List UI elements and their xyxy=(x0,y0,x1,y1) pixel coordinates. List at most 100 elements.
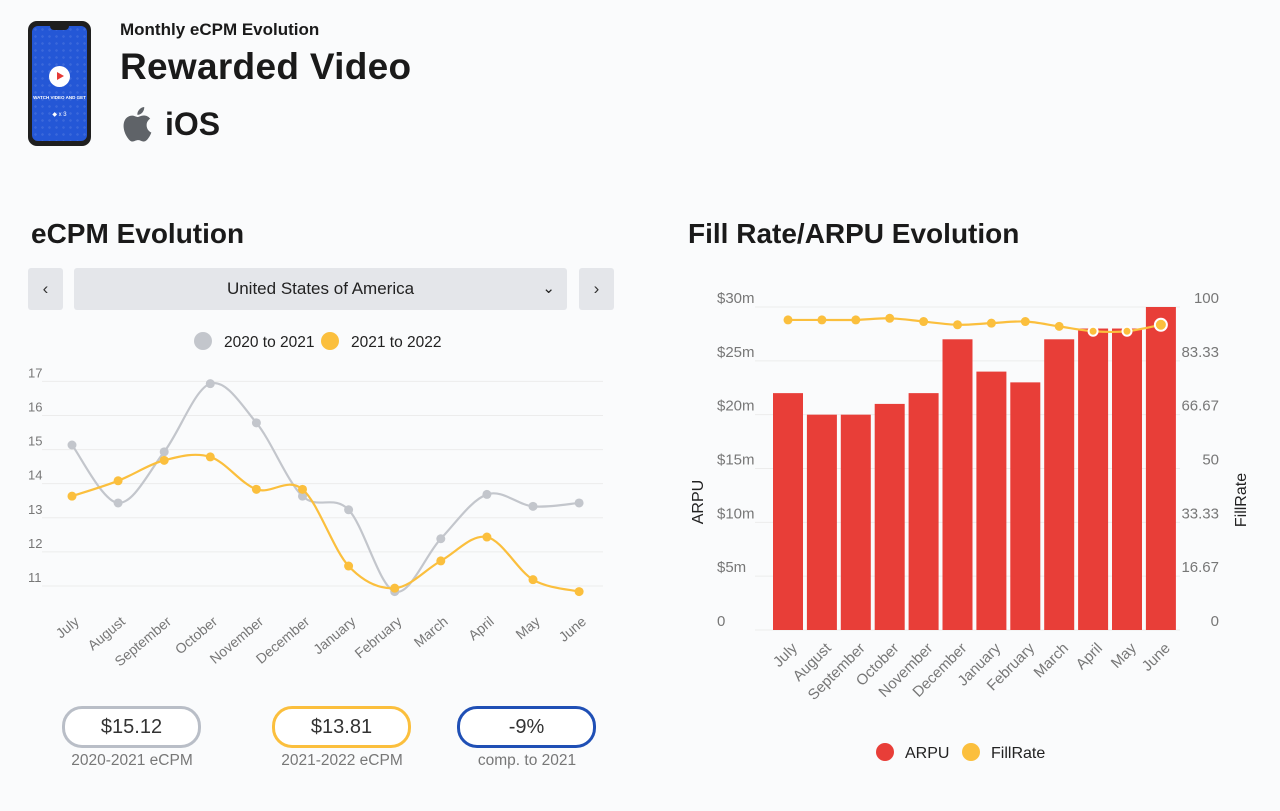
x-tick-label: April xyxy=(465,613,497,643)
stat-value-comparison: -9% xyxy=(508,715,545,738)
data-point xyxy=(436,534,446,544)
page-subtitle: Monthly eCPM Evolution xyxy=(120,20,320,39)
x-tick-label: February xyxy=(351,613,404,661)
play-icon xyxy=(49,66,70,87)
arpu-bar xyxy=(976,371,1007,630)
y-tick-label: $25m xyxy=(717,344,755,361)
y-tick-label: 16 xyxy=(28,400,42,415)
data-point xyxy=(251,484,261,494)
data-point xyxy=(67,491,77,501)
ecpm-line-chart: 2020 to 2021 2021 to 2022 11 12 13 14 15 16 17 Ju… xyxy=(28,332,603,669)
next-country-button[interactable]: › xyxy=(579,268,614,310)
legend-marker xyxy=(876,743,894,761)
prev-country-button[interactable]: ‹ xyxy=(28,268,63,310)
app-thumbnail: WATCH VIDEO AND GET ◆ x 3 xyxy=(28,21,91,146)
data-point xyxy=(298,484,307,494)
stat-label-2020: 2020-2021 eCPM xyxy=(71,752,193,769)
stat-pill-2020: $15.12 xyxy=(62,706,201,748)
arpu-bar xyxy=(773,393,803,630)
data-point xyxy=(113,476,123,486)
stat-value-2020: $15.12 xyxy=(100,715,163,738)
data-point xyxy=(251,418,261,428)
fillrate-point xyxy=(1153,317,1168,332)
series-line xyxy=(71,381,580,593)
arpu-bar xyxy=(1078,328,1109,630)
page-title: Rewarded Video xyxy=(120,46,412,87)
y2-tick-label: 16.67 xyxy=(1181,559,1219,576)
thumbnail-count: ◆ x 3 xyxy=(52,112,67,118)
arpu-bar xyxy=(1010,382,1041,630)
data-point xyxy=(528,501,538,511)
y-tick-label: 14 xyxy=(28,468,42,483)
ecpm-section-title: eCPM Evolution xyxy=(31,218,245,249)
fillrate-point xyxy=(919,317,929,327)
platform-name: iOS xyxy=(165,105,221,142)
fillrate-point xyxy=(851,315,861,325)
data-point xyxy=(67,440,77,450)
y-tick-label: 0 xyxy=(717,613,725,630)
data-point xyxy=(482,532,492,542)
x-tick-label: June xyxy=(555,613,589,645)
fillrate-point xyxy=(986,318,996,328)
platform-label: iOS xyxy=(122,104,220,144)
x-tick-label: April xyxy=(1073,640,1106,673)
y-tick-label: 12 xyxy=(28,536,42,551)
country-select[interactable]: United States of America ⌄ xyxy=(74,268,567,310)
fillrate-point xyxy=(817,315,827,325)
fillrate-point xyxy=(885,313,895,323)
arpu-bar xyxy=(874,403,905,630)
data-point xyxy=(436,556,446,566)
y-tick-label: 11 xyxy=(28,570,42,585)
y-tick-label: $30m xyxy=(717,290,755,307)
y2-tick-label: 0 xyxy=(1211,613,1219,630)
data-point xyxy=(574,498,584,508)
fillrate-point xyxy=(1054,321,1064,331)
arpu-bar xyxy=(840,414,871,630)
x-tick-label: March xyxy=(411,613,451,650)
x-tick-label: March xyxy=(1031,640,1072,681)
legend-label: ARPU xyxy=(905,745,949,762)
stat-pill-2021: $13.81 xyxy=(272,706,411,748)
y-tick-label: $20m xyxy=(717,398,755,415)
data-point xyxy=(298,491,307,501)
y-tick-label: 15 xyxy=(28,434,42,449)
y-tick-label: $10m xyxy=(717,505,755,522)
data-point xyxy=(344,561,354,571)
legend-label: 2020 to 2021 xyxy=(224,334,315,351)
x-tick-label: July xyxy=(53,613,82,641)
chevron-right-icon: › xyxy=(593,279,600,298)
thumbnail-text: WATCH VIDEO AND GET xyxy=(33,95,86,100)
data-point xyxy=(159,447,169,457)
data-point xyxy=(205,379,215,389)
data-point xyxy=(159,455,169,465)
arpu-bar xyxy=(1112,328,1142,630)
legend-marker xyxy=(962,743,980,761)
country-select-value: United States of America xyxy=(226,279,415,298)
fillrate-point xyxy=(783,315,793,325)
x-tick-label: January xyxy=(310,613,358,657)
data-point xyxy=(205,452,215,462)
y-tick-label: $15m xyxy=(717,452,755,469)
fillrate-point xyxy=(953,320,962,330)
chevron-down-icon: ⌄ xyxy=(542,280,555,297)
y2-tick-label: 66.67 xyxy=(1181,398,1219,415)
fillrate-point xyxy=(1121,325,1133,337)
data-point xyxy=(482,489,492,499)
data-point xyxy=(344,505,354,515)
legend-marker xyxy=(194,332,212,350)
y-tick-label: 13 xyxy=(28,502,42,517)
y2-tick-label: 50 xyxy=(1202,452,1219,469)
legend-label: FillRate xyxy=(991,745,1045,762)
data-point xyxy=(113,498,123,508)
arpu-bar xyxy=(1044,339,1075,630)
stat-label-comparison: comp. to 2021 xyxy=(477,752,577,769)
data-point xyxy=(528,575,538,585)
stat-value-2021: $13.81 xyxy=(310,715,373,738)
data-point xyxy=(574,587,584,597)
stat-pill-comparison: -9% xyxy=(457,706,596,748)
arpu-bar xyxy=(908,393,939,630)
y-tick-label: $5m xyxy=(717,559,746,576)
y-axis-title: ARPU xyxy=(690,480,707,524)
fillrate-point xyxy=(1087,325,1099,337)
y2-tick-label: 33.33 xyxy=(1181,505,1219,522)
